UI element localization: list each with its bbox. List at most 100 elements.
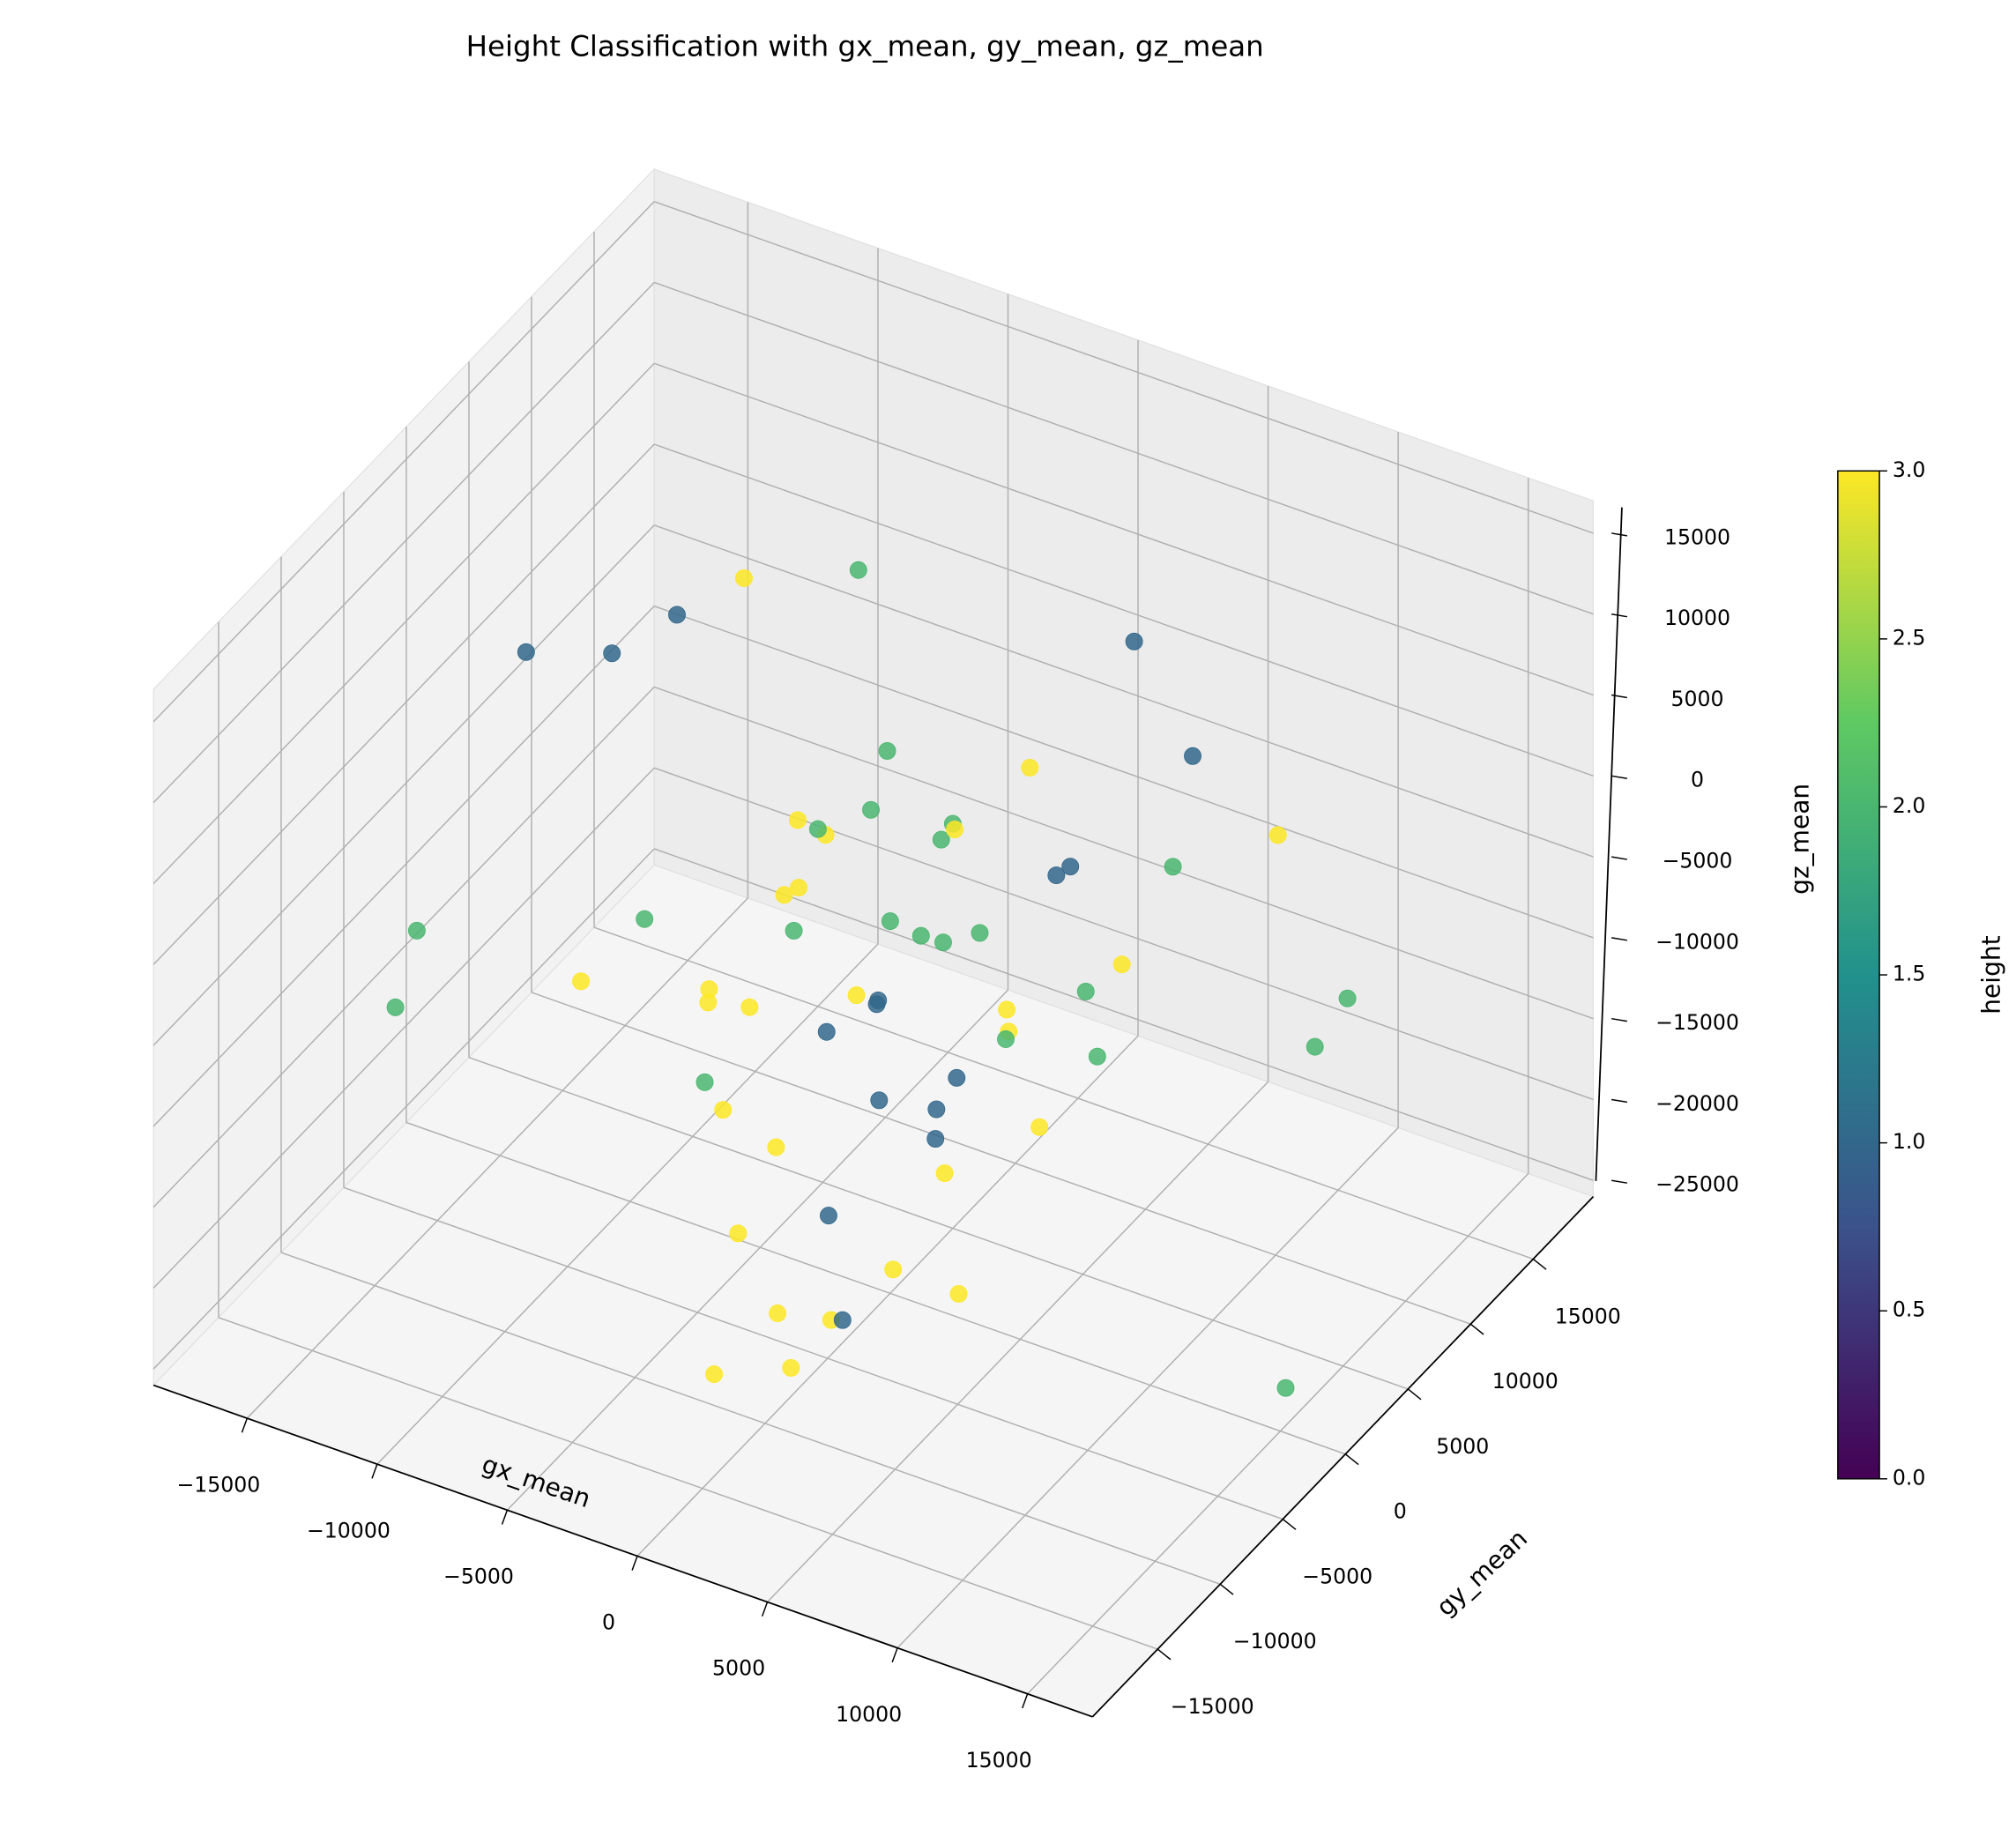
- grid-line: [153, 848, 655, 1370]
- y-tick-label: 0: [1394, 1499, 1407, 1524]
- z-tick: [1611, 937, 1627, 941]
- point: [769, 1304, 787, 1322]
- y-tick-label: −15000: [1171, 1694, 1254, 1719]
- grid-line: [153, 201, 655, 723]
- point: [927, 1100, 946, 1119]
- point: [1268, 826, 1287, 844]
- grid-line: [653, 362, 1594, 696]
- point: [696, 1073, 714, 1091]
- grid-line: [343, 1186, 1283, 1520]
- z-tick: [1611, 1017, 1627, 1022]
- colorbar-tick-label: 0.5: [1893, 1297, 1926, 1322]
- grid-line: [405, 1121, 1346, 1455]
- point: [1125, 632, 1143, 650]
- x-tick: [371, 1463, 378, 1479]
- point: [847, 986, 866, 1005]
- point: [1088, 1047, 1106, 1066]
- z-tick: [1611, 613, 1627, 618]
- point: [788, 811, 807, 829]
- point: [946, 821, 964, 839]
- point: [714, 1101, 733, 1119]
- z-tick-label: 10000: [1664, 606, 1730, 630]
- colorbar: [1837, 470, 1880, 1480]
- point: [1306, 1037, 1324, 1056]
- grid-line: [653, 200, 1594, 534]
- z-tick-label: −5000: [1663, 848, 1733, 873]
- y-tick: [1469, 1323, 1484, 1335]
- point: [785, 922, 803, 940]
- y-axis: [1091, 1195, 1595, 1718]
- x-tick-label: 10000: [836, 1702, 902, 1727]
- y-axis-label: gy_mean: [1431, 1524, 1533, 1622]
- y-tick-label: −10000: [1233, 1629, 1317, 1654]
- z-tick: [1611, 1098, 1627, 1104]
- y-tick: [1157, 1648, 1172, 1661]
- z-tick-label: 0: [1691, 768, 1704, 792]
- point: [934, 933, 952, 952]
- grid-line: [653, 848, 1594, 1181]
- z-tick-label: −10000: [1655, 929, 1739, 954]
- z-axis: [1595, 507, 1623, 1181]
- point: [1021, 758, 1039, 777]
- x-tick: [501, 1510, 509, 1525]
- y-tick: [1344, 1453, 1359, 1466]
- x-tick-label: 15000: [966, 1748, 1032, 1773]
- point: [935, 1164, 954, 1182]
- colorbar-tick-label: 1.5: [1893, 962, 1926, 986]
- point: [740, 998, 759, 1016]
- x-tick-label: −5000: [443, 1565, 514, 1589]
- point: [1164, 858, 1182, 876]
- point: [881, 912, 899, 931]
- point: [870, 1091, 889, 1110]
- colorbar-tick-label: 1.0: [1893, 1129, 1926, 1154]
- point: [1338, 989, 1357, 1007]
- grid-line: [653, 524, 1594, 858]
- grid-line: [896, 1126, 1399, 1649]
- grid-line: [506, 989, 1009, 1511]
- point: [705, 1365, 724, 1384]
- point: [668, 606, 686, 624]
- grid-line: [653, 686, 1594, 1020]
- z-tick: [1611, 856, 1627, 860]
- x-tick: [761, 1602, 769, 1617]
- z-tick-label: −15000: [1655, 1010, 1739, 1035]
- point: [948, 1068, 966, 1087]
- point: [817, 1022, 836, 1041]
- x-tick-label: 5000: [712, 1656, 765, 1681]
- y-tick: [1407, 1388, 1422, 1401]
- point: [603, 644, 621, 663]
- point: [878, 741, 896, 760]
- z-tick: [1611, 1179, 1627, 1184]
- x-tick: [1022, 1693, 1029, 1709]
- z-tick: [1611, 775, 1627, 779]
- x-tick: [891, 1647, 898, 1663]
- point: [636, 910, 654, 928]
- point: [1030, 1118, 1049, 1136]
- colorbar-tick-label: 2.0: [1893, 793, 1926, 818]
- x-axis: [153, 1384, 1093, 1718]
- point: [729, 1224, 748, 1243]
- point: [407, 921, 426, 940]
- point: [997, 1030, 1015, 1048]
- point: [884, 1260, 903, 1279]
- grid-line: [153, 686, 655, 1208]
- point: [849, 561, 867, 579]
- x-tick-label: 0: [602, 1610, 615, 1635]
- grid-line: [531, 992, 1471, 1325]
- grid-line: [653, 281, 1594, 615]
- point: [767, 1138, 785, 1156]
- point: [782, 1358, 800, 1377]
- point: [1076, 982, 1095, 1000]
- grid-line: [653, 443, 1594, 777]
- y-tick-label: 10000: [1492, 1369, 1558, 1394]
- point: [862, 800, 880, 819]
- z-tick-label: 15000: [1664, 524, 1730, 549]
- grid-line: [636, 1035, 1139, 1557]
- z-tick: [1611, 532, 1627, 537]
- x-tick: [631, 1556, 638, 1571]
- grid-line: [153, 443, 655, 965]
- point: [932, 830, 950, 849]
- z-tick-label: −20000: [1655, 1091, 1739, 1116]
- grid-line: [1027, 1173, 1529, 1695]
